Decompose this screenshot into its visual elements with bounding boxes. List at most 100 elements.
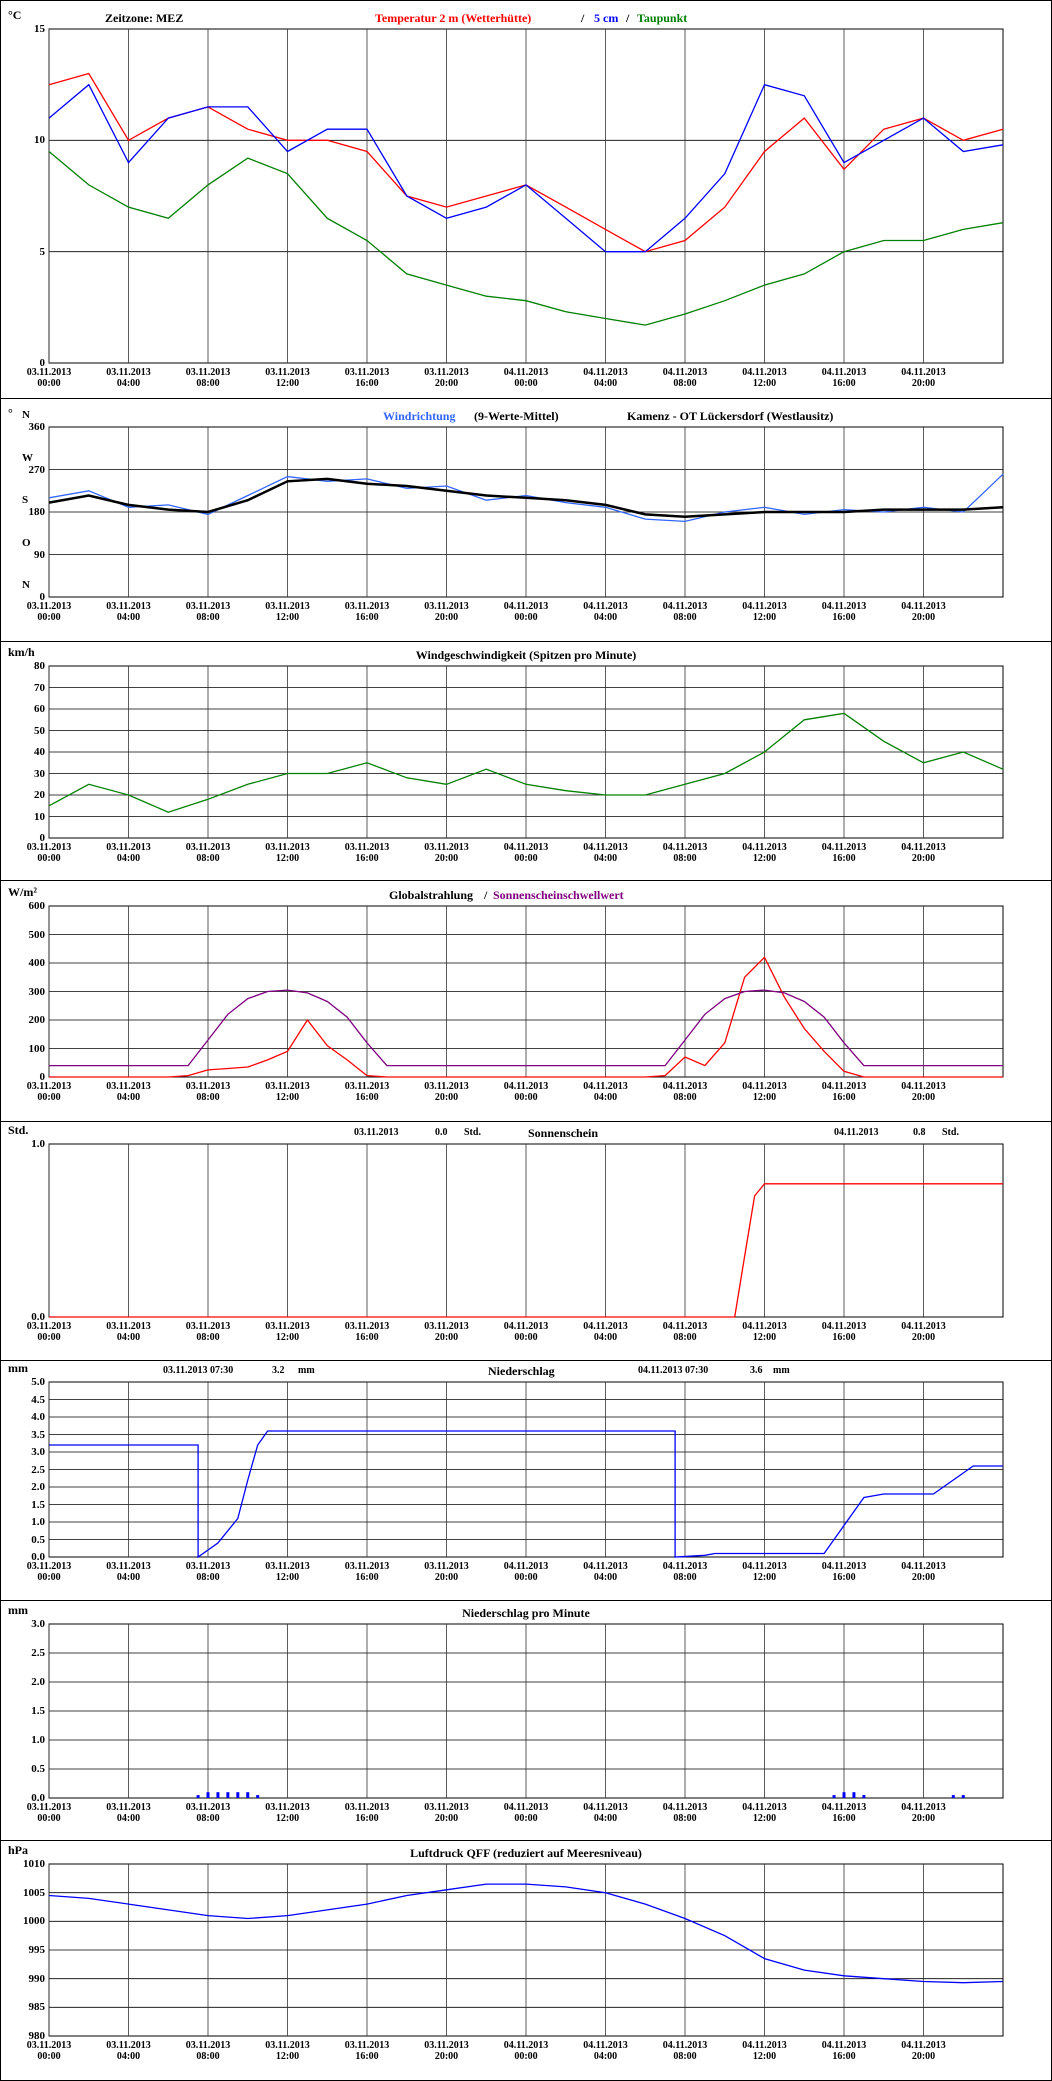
- x-tick-label: 04.11.2013 04:00: [583, 1081, 628, 1103]
- y-tick-label: 80: [34, 660, 45, 672]
- x-tick-label: 03.11.2013 16:00: [344, 1321, 390, 1343]
- x-tick-label: 04.11.2013 12:00: [742, 1561, 787, 1583]
- x-tick-label: 03.11.2013 08:00: [185, 2040, 231, 2062]
- y-tick-letter: O: [22, 536, 31, 549]
- x-tick-label: 04.11.2013 20:00: [901, 2040, 946, 2062]
- x-tick-label: 04.11.2013 00:00: [503, 1802, 549, 1824]
- y-tick-label: 0: [39, 1071, 46, 1083]
- header-text: Std.: [464, 1127, 481, 1138]
- y-tick-label: 0.5: [31, 1533, 45, 1546]
- y-tick-label: 3.5: [31, 1428, 45, 1441]
- x-tick-label: 03.11.2013 00:00: [26, 601, 72, 623]
- bar: [961, 1795, 965, 1798]
- x-tick-label: 03.11.2013 04:00: [106, 367, 151, 389]
- y-unit: Std.: [8, 1123, 29, 1137]
- x-tick-label: 04.11.2013 16:00: [821, 2040, 867, 2062]
- bar: [196, 1795, 200, 1798]
- x-tick-label: 03.11.2013 04:00: [106, 842, 151, 864]
- x-tick-label: 04.11.2013 04:00: [583, 1321, 628, 1343]
- x-tick-label: 04.11.2013 04:00: [583, 842, 628, 864]
- x-tick-label: 03.11.2013 16:00: [344, 1081, 390, 1103]
- y-tick-label: 0.0: [31, 1792, 45, 1804]
- x-tick-label: 04.11.2013 12:00: [742, 1802, 787, 1824]
- y-tick-label: 90: [34, 548, 45, 561]
- x-tick-label: 03.11.2013 16:00: [344, 1802, 390, 1824]
- x-tick-label: 03.11.2013 00:00: [26, 842, 72, 864]
- y-tick-label: 2.0: [31, 1676, 45, 1688]
- y-tick-label: 985: [28, 2001, 46, 2014]
- bar: [246, 1792, 250, 1798]
- x-tick-label: 03.11.2013 04:00: [106, 601, 151, 623]
- y-unit: mm: [8, 1603, 28, 1617]
- x-tick-label: 03.11.2013 08:00: [185, 842, 231, 864]
- x-tick-label: 04.11.2013 20:00: [901, 601, 946, 623]
- panel-separators: [0, 398, 1052, 1841]
- y-tick-label: 1000: [23, 1915, 45, 1928]
- x-tick-label: 04.11.2013 00:00: [503, 2040, 549, 2062]
- x-tick-label: 03.11.2013 00:00: [26, 1561, 72, 1583]
- x-tick-label: 04.11.2013 08:00: [662, 1321, 708, 1343]
- header-text: 04.11.2013: [834, 1127, 879, 1138]
- x-tick-label: 04.11.2013 16:00: [821, 1081, 867, 1103]
- x-tick-label: 03.11.2013 16:00: [344, 601, 390, 623]
- x-tick-label: 04.11.2013 08:00: [662, 1561, 708, 1583]
- x-tick-label: 04.11.2013 04:00: [583, 367, 628, 389]
- y-tick-label: 400: [28, 957, 46, 969]
- bar: [862, 1795, 866, 1798]
- y-tick-label: 50: [34, 724, 45, 737]
- bar: [951, 1795, 955, 1798]
- x-tick-label: 03.11.2013 00:00: [26, 367, 72, 389]
- x-tick-label: 03.11.2013 04:00: [106, 2040, 151, 2062]
- x-tick-label: 03.11.2013 20:00: [424, 1802, 469, 1824]
- y-tick-label: 4.5: [31, 1393, 45, 1406]
- header-text: 5 cm: [594, 11, 619, 25]
- x-tick-label: 03.11.2013 08:00: [185, 367, 231, 389]
- x-tick-label: 03.11.2013 12:00: [265, 1802, 310, 1824]
- y-tick-label: 1.0: [31, 1516, 45, 1528]
- header-text: 0.0: [435, 1127, 448, 1138]
- header-text: /: [626, 11, 630, 25]
- x-tick-label: 04.11.2013 08:00: [662, 601, 708, 623]
- y-tick-label: 3.0: [31, 1618, 45, 1630]
- x-tick-label: 03.11.2013 08:00: [185, 1321, 231, 1343]
- header-text: Windrichtung: [383, 409, 456, 423]
- series-line: [48, 473, 1004, 523]
- y-tick-label: 4.0: [31, 1411, 45, 1423]
- x-tick-label: 03.11.2013 04:00: [106, 1561, 151, 1583]
- y-tick-label: 10: [34, 810, 45, 823]
- header-text: Taupunkt: [637, 11, 688, 25]
- header-text: Windgeschwindigkeit (Spitzen pro Minute): [415, 648, 637, 662]
- series-line: [48, 477, 1004, 518]
- series-line: [49, 1183, 1003, 1318]
- x-tick-label: 04.11.2013 00:00: [503, 1321, 549, 1343]
- x-tick-label: 04.11.2013 20:00: [901, 1081, 946, 1103]
- series-line: [48, 1883, 1004, 1984]
- bar: [842, 1792, 846, 1798]
- bar: [256, 1795, 260, 1798]
- header-text: Kamenz - OT Lückersdorf (Westlausitz): [627, 409, 834, 423]
- x-tick-label: 04.11.2013 12:00: [742, 842, 787, 864]
- x-tick-label: 04.11.2013 20:00: [901, 1321, 946, 1343]
- y-unit: °: [8, 406, 13, 420]
- y-tick-label: 15: [34, 23, 45, 35]
- x-tick-label: 04.11.2013 04:00: [583, 1561, 628, 1583]
- y-tick-label: 270: [28, 463, 46, 476]
- x-tick-label: 03.11.2013 08:00: [185, 1802, 231, 1824]
- x-tick-label: 04.11.2013 16:00: [821, 367, 867, 389]
- y-tick-label: 100: [28, 1042, 46, 1055]
- x-tick-label: 04.11.2013 12:00: [742, 2040, 787, 2062]
- y-tick-label: 2.5: [31, 1463, 45, 1476]
- y-tick-label: 2.0: [31, 1481, 45, 1493]
- y-tick-label: 0: [39, 832, 46, 844]
- y-tick-label: 180: [28, 506, 46, 518]
- header-text: Zeitzone: MEZ: [105, 11, 184, 25]
- x-tick-label: 04.11.2013 04:00: [583, 2040, 628, 2062]
- header-text: mm: [773, 1365, 790, 1376]
- x-tick-label: 04.11.2013 08:00: [662, 1802, 708, 1824]
- header-text: /: [581, 11, 585, 25]
- y-tick-letter: N: [22, 409, 30, 421]
- x-tick-label: 03.11.2013 04:00: [106, 1802, 151, 1824]
- y-tick-label: 60: [34, 703, 45, 715]
